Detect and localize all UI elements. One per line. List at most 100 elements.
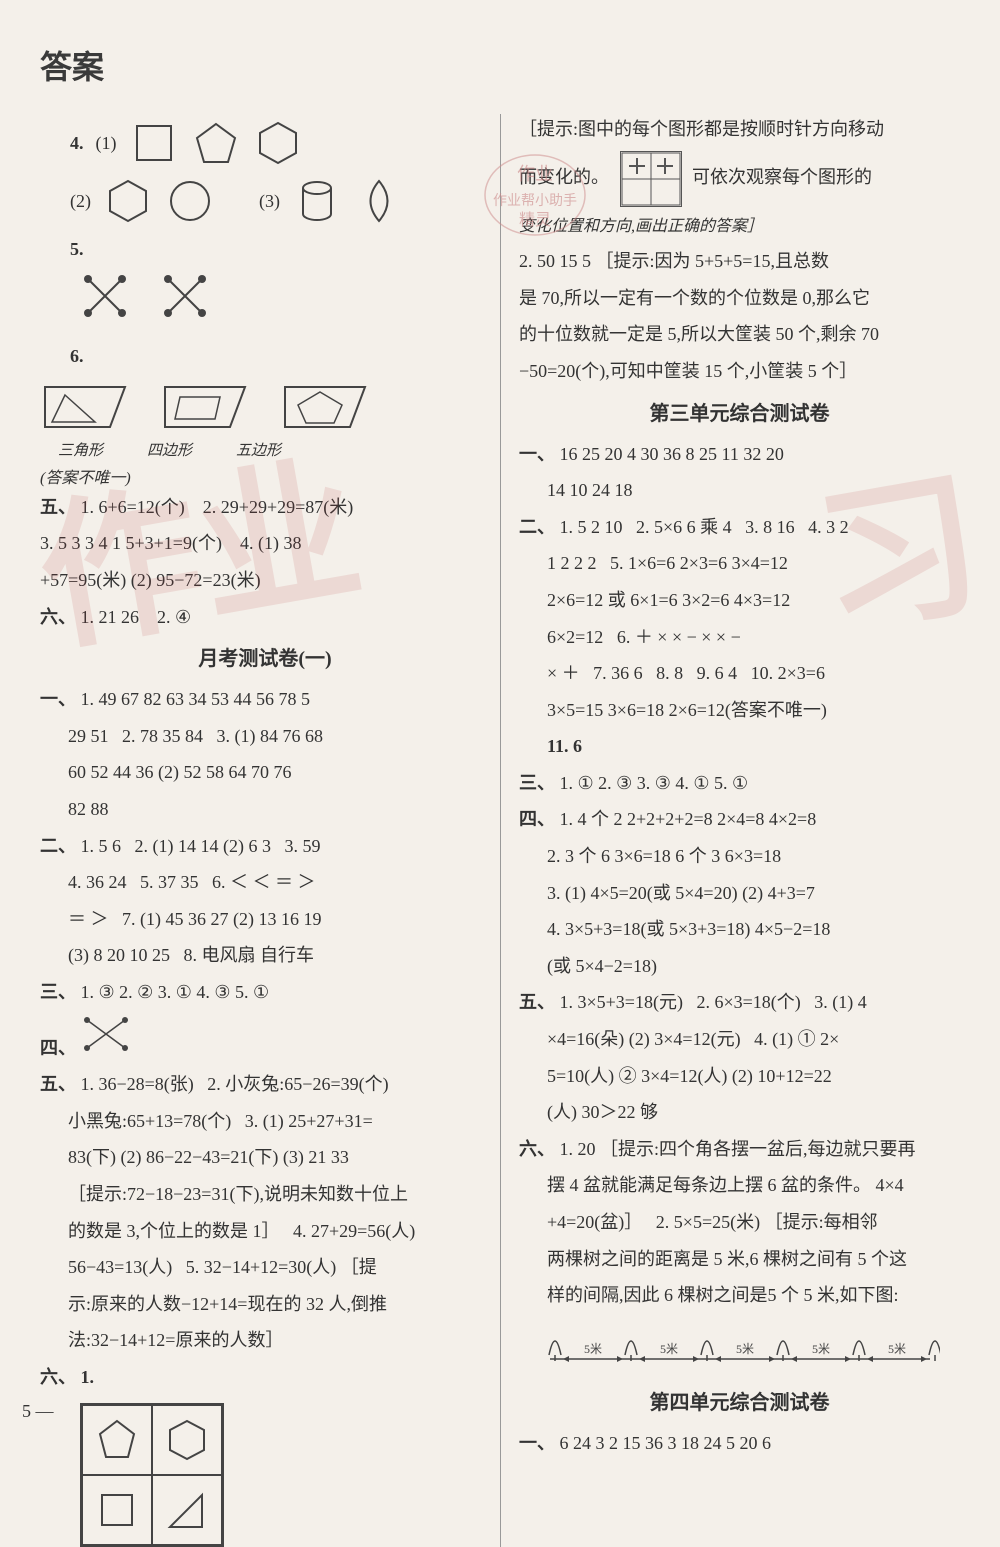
t1-s2-1: 1. 5 6	[81, 836, 122, 856]
t3-s1-row: 一、 16 25 20 4 30 36 8 25 11 32 20	[519, 439, 960, 470]
t3-s2-9: 9. 6 4	[697, 663, 738, 683]
banner-note: (答案不唯一)	[40, 465, 490, 492]
t1-s1-3c: 82 88	[68, 794, 490, 825]
t1-s5-5b: 示:原来的人数−12+14=现在的 32 人,倒推	[68, 1289, 490, 1320]
t1-s2-r4: (3) 8 20 10 25 8. 电风扇 自行车	[68, 940, 490, 971]
t3-s5-r2: ×4=16(朵) (2) 3×4=12(元) 4. (1) ① 2×	[547, 1024, 960, 1055]
t3-s2-8: 8. 8	[656, 663, 683, 683]
t3-s5-label: 五、	[519, 992, 555, 1012]
t4-s1: 6 24 3 2 15 36 3 18 24 5 20 6	[560, 1433, 772, 1453]
t3-s2-4: 4. 3 2	[808, 517, 849, 537]
label-pentagon: 五边形	[236, 439, 281, 465]
q5-crosses	[80, 271, 490, 331]
test3-title: 第三单元综合测试卷	[519, 397, 960, 431]
t4-s1-label: 一、	[519, 1433, 555, 1453]
t1-s1-label: 一、	[40, 689, 76, 709]
t3-s2-11: 11. 6	[547, 731, 960, 762]
t1-s5-5: 5. 32−14+12=30(人) ［提	[186, 1257, 377, 1277]
t3-s6-2: 2. 5×5=25(米) ［提示:每相邻	[656, 1212, 878, 1232]
t1-s3: 1. ③ 2. ② 3. ① 4. ③ 5. ①	[81, 982, 270, 1002]
t1-s6-row: 六、 1.	[40, 1362, 490, 1393]
t3-s5-4: 4. (1) ① 2×	[754, 1029, 839, 1049]
q6-banner	[40, 377, 490, 437]
t1-s1-r2: 29 51 2. 78 35 84 3. (1) 84 76 68	[68, 721, 490, 752]
t3-s4-4: 4. 3×5+3=18(或 5×3+3=18) 4×5−2=18	[547, 914, 960, 945]
svg-text:5米: 5米	[659, 1342, 677, 1356]
t1-s2-8: 8. 电风扇 自行车	[184, 945, 315, 965]
sec5-3: 3. 5 3 3 4 1 5+3+1=9(个)	[40, 533, 222, 553]
t1-s1-1b: 29 51	[68, 726, 109, 746]
circle-icon	[165, 176, 215, 226]
t3-s6-2c: 样的间隔,因此 6 棵树之间是5 个 5 米,如下图:	[547, 1280, 960, 1311]
t1-s2-r1: 二、 1. 5 6 2. (1) 14 14 (2) 6 3 3. 59	[40, 831, 490, 862]
square-icon	[94, 1487, 140, 1533]
t1-s2-6: 6. ＜ ＜ ＝ ＞	[212, 872, 316, 892]
t1-s3-row: 三、 1. ③ 2. ② 3. ① 4. ③ 5. ①	[40, 977, 490, 1008]
svg-text:5米: 5米	[583, 1342, 601, 1356]
t1-s5-3b: 83(下) (2) 86−22−43=21(下) (3) 21 33	[68, 1142, 490, 1173]
hexagon-icon	[103, 176, 153, 226]
t1-s1-3: 3. (1) 84 76 68	[217, 726, 324, 746]
q5-row: 5.	[40, 234, 490, 265]
cylinder-icon	[292, 176, 342, 226]
t3-s2-10: 10. 2×3=6	[751, 663, 825, 683]
t3-s6-r2: +4=20(盆)］ 2. 5×5=25(米) ［提示:每相邻	[547, 1207, 960, 1238]
t1-s2-4: 4. 36 24	[68, 872, 127, 892]
hint1a: ［提示:图中的每个图形都是按顺时针方向移动	[519, 114, 960, 145]
t1-s6-1: 1.	[81, 1367, 95, 1387]
t3-s5-4b: 5=10(人) ② 3×4=12(人) (2) 10+12=22	[547, 1061, 960, 1092]
dot-cross-icon	[80, 271, 130, 331]
page-number: 5 —	[22, 1396, 54, 1427]
q4-row1: 4. (1)	[70, 118, 490, 168]
t4-s1-row: 一、 6 24 3 2 15 36 3 18 24 5 20 6	[519, 1428, 960, 1459]
t3-s2-7: 7. 36 6	[593, 663, 643, 683]
t3-s5-4c: (人) 30＞22 够	[547, 1097, 960, 1128]
t1-s2-7b: (3) 8 20 10 25	[68, 945, 170, 965]
t3-s2-6b: × ＋	[547, 663, 580, 683]
t1-s5-r1: 五、 1. 36−28=8(张) 2. 小灰兔:65−26=39(个)	[40, 1069, 490, 1100]
t3-s3: 1. ① 2. ③ 3. ③ 4. ① 5. ①	[560, 773, 749, 793]
r-q2d: −50=20(个),可知中筐装 15 个,小筐装 5 个］	[519, 356, 960, 387]
t1-s5-r3: 的数是 3,个位上的数是 1］ 4. 27+29=56(人)	[68, 1216, 490, 1247]
t3-s2-3: 3. 8 16	[745, 517, 795, 537]
t3-s6-1b: 摆 4 盆就能满足每条边上摆 6 盆的条件。 4×4	[547, 1170, 960, 1201]
t1-s2-r2: 4. 36 24 5. 37 35 6. ＜ ＜ ＝ ＞	[68, 867, 490, 898]
t1-s5-4b: 56−43=13(人)	[68, 1257, 172, 1277]
t3-s2-1: 1. 5 2 10	[560, 517, 623, 537]
banner-triangle-icon	[40, 377, 130, 437]
t1-s4-label: 四、	[40, 1038, 76, 1058]
hint1-row: 而变化的。 可依次观察每个图形的	[519, 151, 960, 207]
banner-labels: 三角形 四边形 五边形	[58, 439, 490, 465]
sec5-4: 4. (1) 38	[240, 533, 302, 553]
t3-s5-3: 3. (1) 4	[814, 992, 867, 1012]
r-q2: 2. 50 15 5 ［提示:因为 5+5+5=15,且总数	[519, 246, 960, 277]
q4-label: 4.	[70, 128, 84, 159]
sec5-4b: +57=95(米) (2) 95−72=23(米)	[40, 565, 490, 596]
hint1b: 而变化的。	[519, 167, 609, 187]
hint1d: 变化位置和方向,画出正确的答案］	[519, 213, 960, 240]
sec5-label: 五、	[40, 497, 76, 517]
t3-s5-3b: ×4=16(朵) (2) 3×4=12(元)	[547, 1029, 741, 1049]
t1-s4-row: 四、	[40, 1014, 490, 1064]
t3-s2-5c: 6×2=12	[547, 627, 603, 647]
t1-s5-3c: ［提示:72−18−23=31(下),说明未知数十位上	[68, 1179, 490, 1210]
t1-s2-r3: ＝ ＞ 7. (1) 45 36 27 (2) 13 16 19	[68, 904, 490, 935]
t3-s5-r1: 五、 1. 3×5+3=18(元) 2. 6×3=18(个) 3. (1) 4	[519, 987, 960, 1018]
t1-s2-3: 3. 59	[284, 836, 320, 856]
t3-s4-label: 四、	[519, 809, 555, 829]
q4-row2: (2) (3)	[70, 176, 490, 226]
pentagon-icon	[191, 118, 241, 168]
t3-s4-1: 1. 4 个 2 2+2+2+2=8 2×4=8 4×2=8	[560, 809, 817, 829]
sec5-1: 1. 6+6=12(个)	[81, 497, 185, 517]
q6-label: 6.	[70, 341, 490, 372]
t3-s5-2: 2. 6×3=18(个)	[696, 992, 800, 1012]
leaf-icon	[354, 176, 404, 226]
hexagon-icon	[253, 118, 303, 168]
t3-s2-2: 2. 5×6 6 乘 4	[636, 517, 732, 537]
t3-s2-10b: 3×5=15 3×6=18 2×6=12(答案不唯一)	[547, 695, 960, 726]
t1-s2-5: 5. 37 35	[140, 872, 199, 892]
label-triangle: 三角形	[58, 439, 103, 465]
svg-text:5米: 5米	[735, 1342, 753, 1356]
t3-s2-r2: 1 2 2 2 5. 1×6=6 2×3=6 3×4=12	[547, 548, 960, 579]
t1-s5-3d: 的数是 3,个位上的数是 1］	[68, 1221, 280, 1241]
